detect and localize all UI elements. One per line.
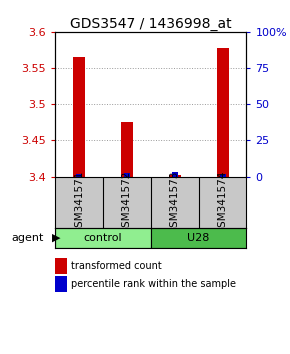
Text: transformed count: transformed count	[71, 261, 162, 271]
Bar	[169, 175, 181, 177]
Bar	[151, 228, 246, 248]
Bar	[55, 228, 151, 248]
Bar	[121, 122, 133, 177]
Text: percentile rank within the sample: percentile rank within the sample	[71, 279, 236, 289]
Text: GSM341574: GSM341574	[218, 171, 228, 234]
Text: agent: agent	[11, 233, 44, 243]
Text: GSM341571: GSM341571	[74, 171, 84, 234]
Text: GSM341572: GSM341572	[122, 171, 132, 234]
Bar	[73, 57, 85, 177]
Title: GDS3547 / 1436998_at: GDS3547 / 1436998_at	[70, 17, 232, 31]
Text: U28: U28	[187, 233, 210, 243]
Bar	[217, 48, 229, 177]
Text: control: control	[84, 233, 122, 243]
Bar	[124, 173, 130, 177]
Bar	[76, 173, 82, 177]
Bar	[172, 172, 178, 177]
Bar	[220, 173, 226, 177]
Text: GSM341573: GSM341573	[170, 171, 180, 234]
Text: ▶: ▶	[52, 233, 61, 243]
